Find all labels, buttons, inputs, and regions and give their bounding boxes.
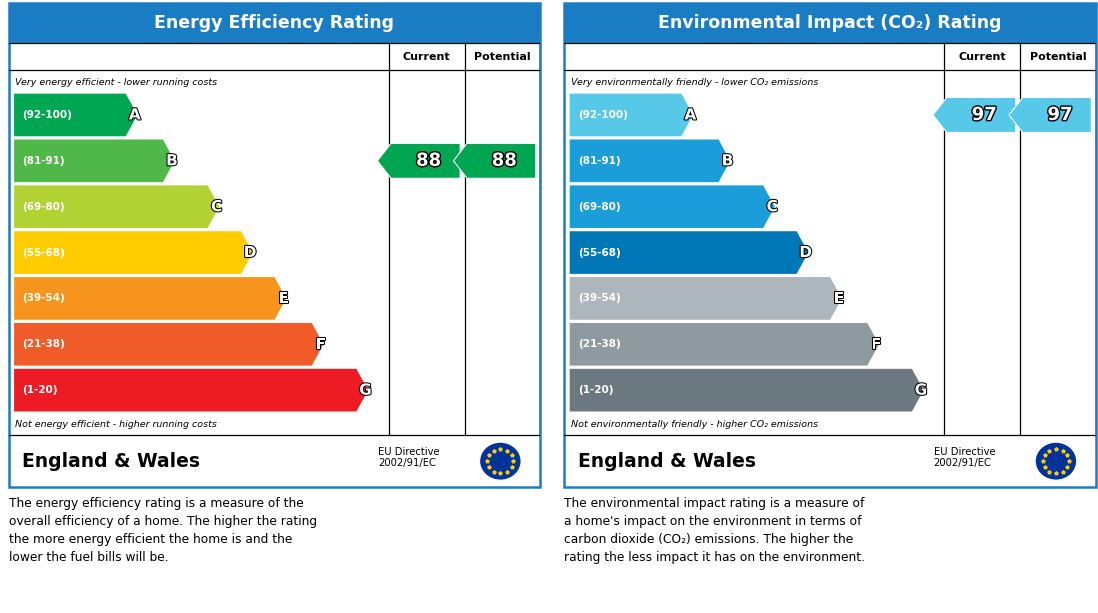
Bar bbox=[564, 3, 1096, 44]
Polygon shape bbox=[570, 323, 879, 365]
Text: Potential: Potential bbox=[1030, 52, 1086, 62]
Text: (92-100): (92-100) bbox=[578, 110, 628, 120]
Text: England & Wales: England & Wales bbox=[22, 452, 200, 471]
Polygon shape bbox=[933, 97, 1016, 132]
Text: B: B bbox=[721, 153, 733, 169]
Text: Not environmentally friendly - higher CO₂ emissions: Not environmentally friendly - higher CO… bbox=[571, 421, 818, 429]
Text: G: G bbox=[359, 383, 371, 398]
Text: England & Wales: England & Wales bbox=[578, 452, 755, 471]
Polygon shape bbox=[14, 185, 220, 228]
Circle shape bbox=[1035, 443, 1076, 479]
Text: G: G bbox=[915, 383, 927, 398]
Text: (81-91): (81-91) bbox=[22, 156, 65, 166]
Polygon shape bbox=[378, 143, 460, 178]
Polygon shape bbox=[14, 140, 175, 182]
Text: A: A bbox=[128, 107, 141, 123]
Text: (21-38): (21-38) bbox=[578, 339, 620, 349]
Text: Potential: Potential bbox=[474, 52, 530, 62]
Polygon shape bbox=[453, 143, 536, 178]
Text: (39-54): (39-54) bbox=[22, 294, 65, 303]
FancyBboxPatch shape bbox=[564, 3, 1096, 487]
Text: (55-68): (55-68) bbox=[22, 248, 65, 257]
Text: E: E bbox=[279, 291, 289, 306]
Polygon shape bbox=[570, 140, 730, 182]
Text: (55-68): (55-68) bbox=[578, 248, 620, 257]
Text: F: F bbox=[315, 337, 326, 352]
Text: C: C bbox=[766, 199, 777, 214]
Text: (1-20): (1-20) bbox=[22, 385, 57, 395]
Text: Environmental Impact (CO₂) Rating: Environmental Impact (CO₂) Rating bbox=[659, 14, 1001, 32]
Text: (21-38): (21-38) bbox=[22, 339, 65, 349]
Text: A: A bbox=[684, 107, 696, 123]
Polygon shape bbox=[14, 94, 137, 136]
Text: E: E bbox=[834, 291, 844, 306]
Text: (69-80): (69-80) bbox=[22, 202, 65, 211]
Polygon shape bbox=[570, 185, 775, 228]
Text: (39-54): (39-54) bbox=[578, 294, 620, 303]
Text: Very environmentally friendly - lower CO₂ emissions: Very environmentally friendly - lower CO… bbox=[571, 77, 818, 86]
Polygon shape bbox=[1009, 97, 1091, 132]
Bar bbox=[9, 3, 540, 44]
Text: Current: Current bbox=[403, 52, 450, 62]
Text: Not energy efficient - higher running costs: Not energy efficient - higher running co… bbox=[15, 421, 217, 429]
Text: B: B bbox=[166, 153, 178, 169]
Polygon shape bbox=[14, 369, 368, 411]
Text: EU Directive
2002/91/EC: EU Directive 2002/91/EC bbox=[378, 446, 440, 468]
Text: Current: Current bbox=[959, 52, 1006, 62]
Text: Energy Efficiency Rating: Energy Efficiency Rating bbox=[155, 14, 394, 32]
Text: 88: 88 bbox=[492, 152, 517, 170]
Circle shape bbox=[480, 443, 520, 479]
Polygon shape bbox=[14, 323, 324, 365]
Polygon shape bbox=[570, 94, 693, 136]
Text: The environmental impact rating is a measure of
a home's impact on the environme: The environmental impact rating is a mea… bbox=[564, 497, 865, 563]
Text: F: F bbox=[871, 337, 882, 352]
Text: (1-20): (1-20) bbox=[578, 385, 613, 395]
Polygon shape bbox=[14, 231, 253, 274]
Polygon shape bbox=[570, 277, 842, 320]
Text: 88: 88 bbox=[416, 152, 441, 170]
Text: (92-100): (92-100) bbox=[22, 110, 72, 120]
Polygon shape bbox=[570, 231, 808, 274]
Polygon shape bbox=[570, 369, 923, 411]
Text: D: D bbox=[799, 245, 811, 260]
Text: Very energy efficient - lower running costs: Very energy efficient - lower running co… bbox=[15, 77, 217, 86]
Text: 97: 97 bbox=[972, 106, 997, 124]
Text: (81-91): (81-91) bbox=[578, 156, 620, 166]
Text: D: D bbox=[244, 245, 256, 260]
Text: (69-80): (69-80) bbox=[578, 202, 620, 211]
Text: The energy efficiency rating is a measure of the
overall efficiency of a home. T: The energy efficiency rating is a measur… bbox=[9, 497, 317, 563]
Polygon shape bbox=[14, 277, 287, 320]
Text: EU Directive
2002/91/EC: EU Directive 2002/91/EC bbox=[933, 446, 996, 468]
Text: C: C bbox=[211, 199, 222, 214]
Text: 97: 97 bbox=[1047, 106, 1073, 124]
FancyBboxPatch shape bbox=[9, 3, 540, 487]
